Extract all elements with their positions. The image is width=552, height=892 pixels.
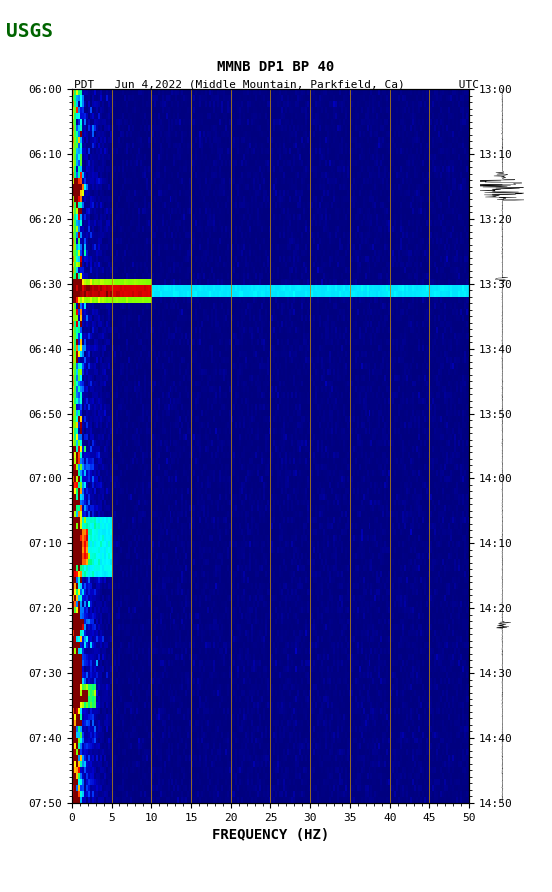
Text: PDT   Jun 4,2022 (Middle Mountain, Parkfield, Ca)        UTC: PDT Jun 4,2022 (Middle Mountain, Parkfie… — [73, 79, 479, 90]
X-axis label: FREQUENCY (HZ): FREQUENCY (HZ) — [212, 828, 329, 842]
Text: USGS: USGS — [6, 21, 52, 41]
Text: MMNB DP1 BP 40: MMNB DP1 BP 40 — [217, 60, 335, 74]
